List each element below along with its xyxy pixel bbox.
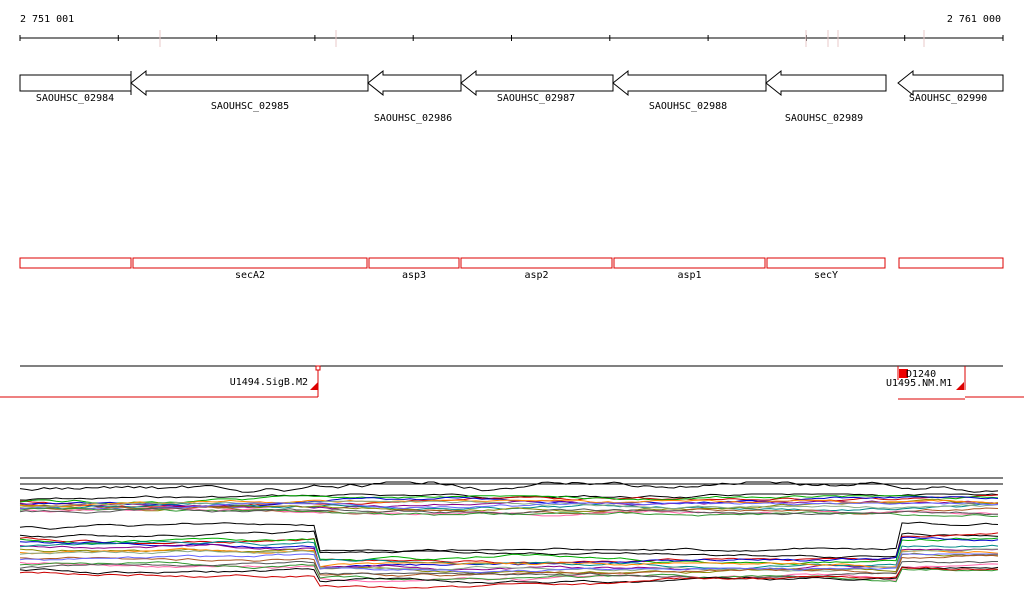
gene [460, 69, 614, 97]
expression-line [19, 566, 999, 584]
operon [898, 257, 1004, 269]
gene [130, 69, 369, 97]
expression-line [19, 481, 999, 493]
gene-label: SAOUHSC_02987 [497, 93, 575, 104]
operon [368, 257, 460, 269]
expression-line [19, 548, 999, 574]
gene-label: SAOUHSC_02986 [374, 113, 452, 124]
gene-label: SAOUHSC_02990 [909, 93, 987, 104]
gene-label: SAOUHSC_02984 [36, 93, 114, 104]
ruler-start: 2 751 001 [20, 14, 74, 25]
operon [19, 257, 132, 269]
expression-line [19, 560, 998, 580]
expression-line [19, 553, 999, 573]
tu-marker [315, 365, 321, 371]
expression-line [19, 507, 998, 516]
expression-line [20, 494, 999, 508]
ruler-end: 2 761 000 [947, 14, 1001, 25]
operon [766, 257, 886, 269]
operon-label: asp2 [524, 270, 548, 281]
gene-label: SAOUHSC_02988 [649, 101, 727, 112]
tu-label: U1494.SigB.M2 [230, 377, 308, 388]
gene [765, 69, 887, 97]
tu-label: D1240 [906, 369, 936, 380]
operon [460, 257, 613, 269]
expression-line [19, 561, 999, 583]
gene-label: SAOUHSC_02985 [211, 101, 289, 112]
gene-label: SAOUHSC_02989 [785, 113, 863, 124]
tu-marker [310, 382, 318, 390]
operon-label: secY [814, 270, 838, 281]
expression-line [19, 521, 999, 553]
expression-line [19, 547, 999, 568]
expression-line [19, 548, 999, 572]
expression-line [20, 500, 999, 510]
gene [19, 74, 132, 92]
expression-line [19, 566, 999, 589]
gene [897, 69, 1004, 97]
operon [132, 257, 368, 269]
tu-marker [899, 369, 908, 378]
tu-marker [956, 382, 964, 390]
expression-line [19, 530, 999, 559]
gene [612, 69, 767, 97]
tu-label: U1495.NM.M1 [886, 378, 952, 389]
expression-tracks [19, 477, 1003, 589]
expression-line [19, 537, 999, 565]
operon-label: secA2 [235, 270, 265, 281]
expression-line [19, 502, 999, 511]
operon-label: asp1 [677, 270, 701, 281]
expression-line [19, 554, 999, 577]
operon [613, 257, 766, 269]
operon-label: asp3 [402, 270, 426, 281]
gene [367, 69, 462, 97]
